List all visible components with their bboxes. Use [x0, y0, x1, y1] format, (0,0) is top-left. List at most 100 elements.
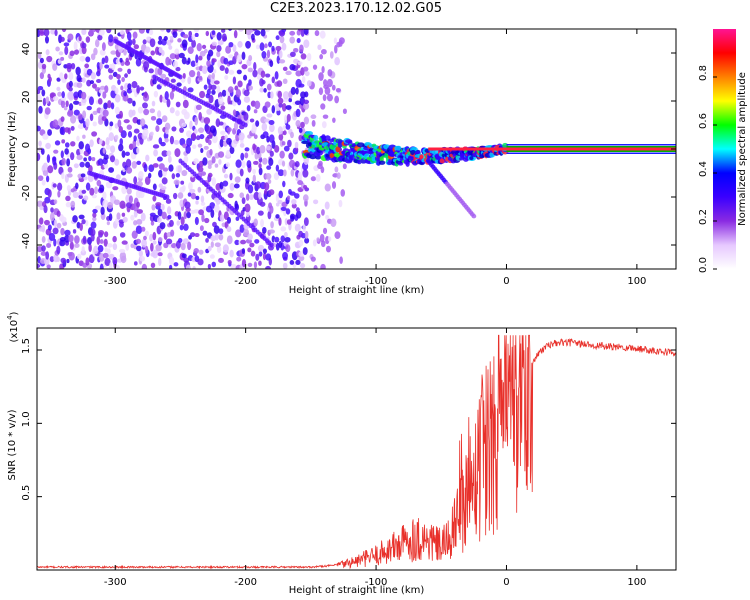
heatmap-cell [56, 210, 61, 217]
heatmap-cell [167, 214, 172, 220]
heatmap-cell [254, 239, 260, 244]
heatmap-cell [257, 244, 265, 252]
heatmap-cell [252, 168, 256, 175]
heatmap-cell [161, 211, 167, 220]
heatmap-cell [278, 190, 283, 199]
heatmap-cell [203, 145, 209, 150]
heatmap-cell [103, 102, 108, 110]
heatmap-cell [66, 158, 71, 167]
heatmap-cell [190, 192, 197, 200]
heatmap-cell [121, 76, 125, 83]
heatmap-cell [279, 35, 285, 44]
heatmap-cell [338, 199, 343, 208]
heatmap-cell [192, 266, 196, 269]
heatmap-cell [37, 175, 44, 182]
heatmap-cell [98, 29, 105, 36]
heatmap-cell [164, 122, 171, 131]
heatmap-cell [86, 105, 92, 111]
heatmap-cell [214, 204, 220, 213]
heatmap-cell [177, 165, 183, 173]
heatmap-cell [165, 194, 170, 200]
heatmap-cell [160, 73, 167, 79]
heatmap-cell [304, 237, 310, 244]
heatmap-cell [216, 245, 222, 254]
heatmap-cell [52, 119, 59, 128]
heatmap-cell [278, 133, 284, 141]
heatmap-cell [127, 131, 133, 138]
heatmap-cell [68, 86, 73, 92]
heatmap-cell [123, 48, 127, 56]
heatmap-cell [220, 130, 226, 136]
heatmap-cell [229, 182, 235, 191]
heatmap-cell [120, 85, 124, 91]
heatmap-cell [197, 127, 205, 133]
heatmap-cell [152, 249, 159, 259]
heatmap-cell [193, 128, 198, 134]
heatmap-cell [313, 265, 318, 269]
heatmap-cell [166, 29, 171, 33]
heatmap-cell [312, 64, 318, 70]
heatmap-cell [126, 167, 133, 174]
heatmap-cell [132, 100, 136, 107]
colorbar-tick-label: 0.6 [698, 113, 709, 129]
heatmap-cell [155, 125, 160, 133]
heatmap-cell [336, 172, 341, 179]
x-tick-label: 100 [627, 577, 646, 588]
heatmap-cell [125, 242, 130, 251]
heatmap-cell [213, 197, 220, 202]
heatmap-cell [245, 193, 250, 201]
heatmap-cell [218, 121, 224, 126]
heatmap-cell [302, 194, 309, 202]
heatmap-cell [283, 114, 288, 124]
heatmap-cell [56, 86, 61, 92]
colorbar [713, 29, 736, 269]
heatmap-cell [121, 212, 126, 217]
heatmap-cell [226, 226, 232, 233]
heatmap-cell [60, 216, 67, 223]
heatmap-cell [206, 88, 211, 96]
y-tick-label: -40 [21, 233, 32, 249]
heatmap-cell [189, 188, 196, 194]
heatmap-cell [321, 65, 325, 74]
heatmap-cell [111, 62, 116, 71]
heatmap-cell [195, 195, 200, 201]
heatmap-cell [101, 116, 107, 122]
heatmap-cell [143, 163, 148, 173]
heatmap-cell [303, 116, 310, 125]
heatmap-cell [194, 116, 199, 126]
heatmap-cell [379, 156, 384, 162]
heatmap-cell [66, 184, 71, 192]
heatmap-cell [136, 181, 143, 187]
heatmap-cell [179, 199, 184, 208]
heatmap-cell [133, 135, 137, 142]
heatmap-cell [133, 44, 140, 50]
heatmap-cell [198, 209, 205, 216]
heatmap-cell [219, 65, 225, 72]
heatmap-cell [85, 182, 91, 191]
heatmap-cell [68, 72, 74, 81]
heatmap-cell [193, 209, 200, 214]
heatmap-cell [173, 262, 179, 267]
heatmap-cell [43, 257, 50, 266]
heatmap-cell [47, 189, 52, 198]
heatmap-cell [157, 110, 162, 118]
heatmap-cell [133, 176, 138, 185]
heatmap-cell [43, 29, 50, 37]
heatmap-cell [85, 56, 91, 63]
heatmap-cell [286, 195, 291, 201]
heatmap-cell [169, 91, 175, 100]
heatmap-cell [151, 100, 156, 107]
heatmap-cell [170, 229, 175, 237]
heatmap-cell [114, 87, 119, 95]
heatmap-cell [289, 191, 296, 196]
heatmap-cell [206, 108, 213, 115]
heatmap-cell [270, 221, 274, 229]
heatmap-cell [57, 182, 63, 192]
heatmap-cell [119, 29, 125, 35]
heatmap-cell [249, 194, 254, 200]
heatmap-cell [148, 29, 154, 36]
heatmap-carrier-edge [506, 152, 676, 154]
heatmap-cell [226, 216, 232, 224]
heatmap-cell [319, 233, 325, 243]
